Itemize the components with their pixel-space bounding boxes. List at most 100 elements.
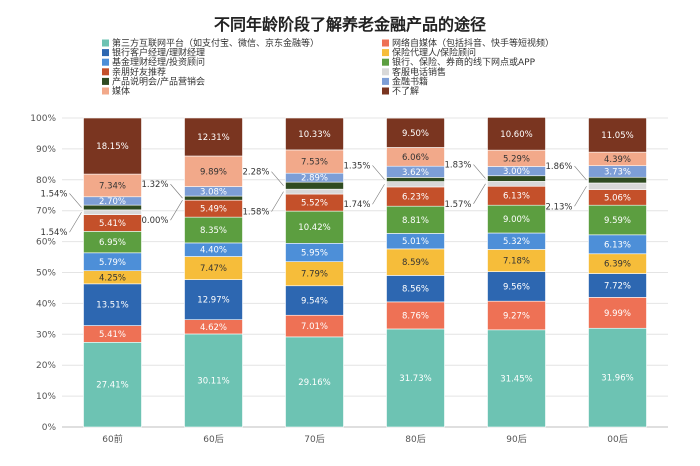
x-tick-label: 90后 bbox=[506, 434, 526, 445]
data-label: 1.32% bbox=[141, 180, 168, 190]
bar-segment bbox=[487, 204, 546, 234]
bar-segment bbox=[83, 117, 142, 175]
data-label: 9.00% bbox=[503, 215, 530, 225]
data-label: 7.47% bbox=[200, 264, 227, 274]
data-label: 18.15% bbox=[96, 142, 128, 152]
data-label: 31.96% bbox=[601, 374, 633, 384]
data-label: 12.97% bbox=[197, 296, 229, 306]
data-label: 2.13% bbox=[545, 202, 572, 212]
x-tick-label: 60前 bbox=[102, 433, 122, 445]
legend-label: 银行、保险、券商的线下网点或APP bbox=[392, 56, 536, 68]
data-label: 4.62% bbox=[200, 323, 227, 333]
data-label: 5.32% bbox=[503, 237, 530, 247]
y-tick-label: 20% bbox=[36, 361, 56, 371]
y-tick-label: 80% bbox=[36, 176, 56, 186]
bar-segment bbox=[487, 181, 546, 187]
data-label: 6.39% bbox=[604, 260, 631, 270]
data-label: 4.39% bbox=[604, 155, 631, 165]
bar-segment bbox=[83, 342, 142, 428]
data-label: 5.52% bbox=[301, 199, 328, 209]
bar-segment bbox=[386, 117, 445, 148]
data-label: 2.70% bbox=[99, 197, 126, 207]
bar-segment bbox=[386, 301, 445, 330]
leader-line bbox=[574, 165, 587, 181]
leader-line bbox=[69, 193, 82, 208]
bar-segment bbox=[184, 333, 243, 428]
bar-segment bbox=[487, 329, 546, 428]
data-label: 5.41% bbox=[99, 330, 126, 340]
legend-label: 产品说明会/产品营销会 bbox=[112, 75, 205, 87]
data-label: 5.29% bbox=[503, 154, 530, 164]
data-label: 7.79% bbox=[301, 270, 328, 280]
legend-swatch bbox=[102, 68, 109, 76]
bar-segment bbox=[386, 328, 445, 428]
leader-line bbox=[69, 212, 82, 233]
leader-line bbox=[372, 184, 385, 205]
data-label: 3.08% bbox=[200, 187, 227, 197]
legend-label: 亲朋好友推荐 bbox=[112, 66, 166, 78]
legend-swatch bbox=[382, 87, 389, 95]
data-label: 5.95% bbox=[301, 248, 328, 258]
legend-label: 银行客户经理/理财经理 bbox=[112, 47, 205, 59]
bar-segment bbox=[285, 210, 344, 244]
bar-segment bbox=[487, 300, 546, 331]
data-label: 29.16% bbox=[298, 378, 330, 388]
legend-swatch bbox=[102, 58, 109, 66]
leader-line bbox=[372, 165, 385, 180]
data-label: 31.45% bbox=[500, 374, 532, 384]
data-label: 10.42% bbox=[298, 223, 330, 233]
data-label: 1.57% bbox=[444, 200, 471, 210]
legend-label: 客服电话销售 bbox=[392, 66, 446, 78]
y-tick-label: 60% bbox=[36, 238, 56, 248]
bar-segment bbox=[386, 205, 445, 234]
legend: 第三方互联网平台（如支付宝、微信、京东金融等） 网络自媒体（包括抖音、快手等短视频… bbox=[102, 37, 554, 97]
data-label: 9.99% bbox=[604, 309, 631, 319]
data-label: 5.79% bbox=[99, 258, 126, 268]
x-tick-label: 00后 bbox=[607, 434, 627, 445]
data-label: 27.41% bbox=[96, 381, 128, 391]
bar-segment bbox=[588, 176, 647, 184]
bar-segment bbox=[184, 155, 243, 187]
bar-segment bbox=[285, 336, 344, 428]
legend-label: 金融书籍 bbox=[392, 75, 428, 87]
data-label: 3.62% bbox=[402, 168, 429, 178]
data-label: 9.27% bbox=[503, 311, 530, 321]
data-label: 12.31% bbox=[197, 133, 229, 143]
bar-segment bbox=[386, 177, 445, 182]
x-tick-label: 70后 bbox=[304, 434, 324, 445]
data-label: 9.50% bbox=[402, 129, 429, 139]
legend-swatch bbox=[382, 68, 389, 76]
x-tick-label: 60后 bbox=[203, 434, 223, 445]
leader-line bbox=[574, 186, 587, 207]
bar-segment bbox=[588, 117, 647, 153]
data-label: 1.83% bbox=[444, 161, 471, 171]
bar-segment bbox=[386, 248, 445, 276]
legend-swatch bbox=[102, 49, 109, 57]
data-label: 10.60% bbox=[500, 130, 532, 140]
leader-line bbox=[170, 183, 183, 199]
legend-label: 第三方互联网平台（如支付宝、微信、京东金融等） bbox=[112, 37, 319, 49]
y-tick-label: 50% bbox=[36, 269, 56, 279]
data-label: 1.58% bbox=[242, 208, 269, 218]
bar-segment bbox=[588, 204, 647, 236]
data-label: 9.56% bbox=[503, 282, 530, 292]
data-label: 1.35% bbox=[343, 161, 370, 171]
bar-segment bbox=[487, 117, 546, 151]
legend-swatch bbox=[382, 58, 389, 66]
data-label: 7.72% bbox=[604, 281, 631, 291]
data-label: 7.18% bbox=[503, 257, 530, 267]
data-label: 8.35% bbox=[200, 226, 227, 236]
y-tick-label: 40% bbox=[36, 299, 56, 309]
bar-segment bbox=[184, 216, 243, 244]
y-tick-label: 0% bbox=[42, 423, 57, 433]
x-tick-label: 80后 bbox=[405, 434, 425, 445]
legend-swatch bbox=[102, 87, 109, 95]
data-label: 6.06% bbox=[402, 153, 429, 163]
data-label: 8.76% bbox=[402, 311, 429, 321]
y-tick-label: 30% bbox=[36, 330, 56, 340]
legend-label: 基金理财经理/投资顾问 bbox=[112, 56, 205, 68]
chart-title: 不同年龄阶段了解养老金融产品的途径 bbox=[214, 15, 486, 34]
data-label: 0.00% bbox=[141, 216, 168, 226]
x-axis: 60前 60后 70后 80后 90后 00后 bbox=[102, 433, 627, 445]
data-label: 11.05% bbox=[601, 131, 633, 141]
